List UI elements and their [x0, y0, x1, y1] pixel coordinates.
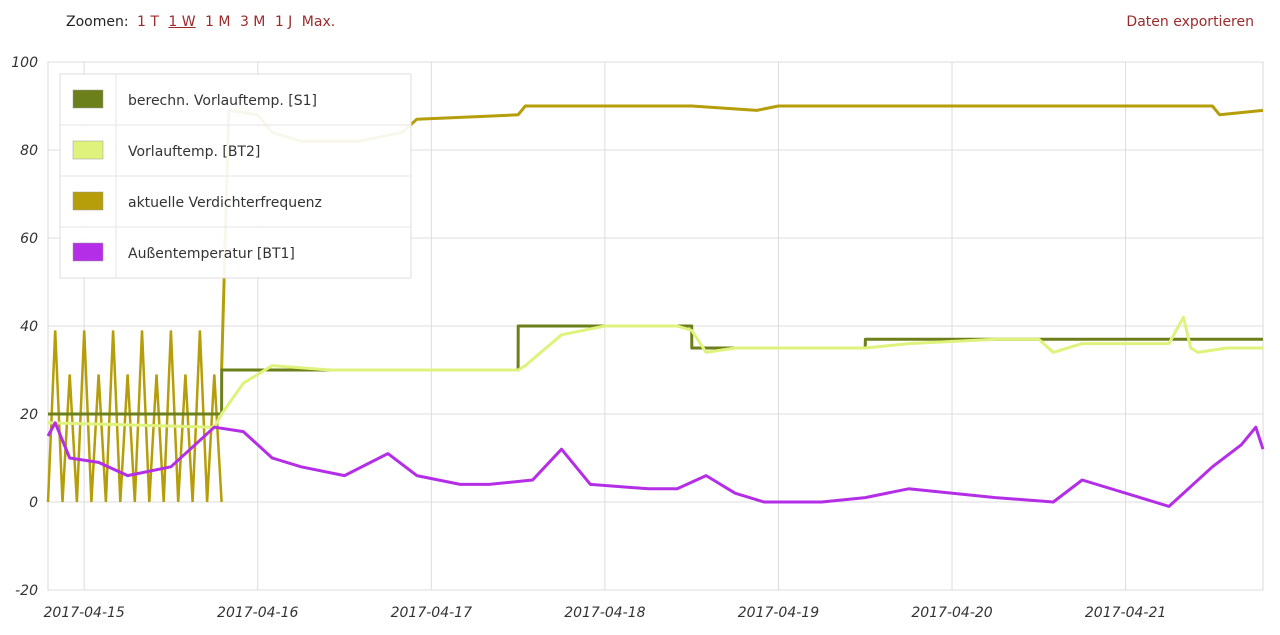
- zoom-option-1w[interactable]: 1 W: [168, 14, 196, 30]
- legend-swatch[interactable]: [72, 191, 104, 211]
- x-tick-label: 2017-04-20: [911, 605, 992, 621]
- zoom-label: Zoomen:: [66, 14, 129, 30]
- legend-item-label[interactable]: Vorlauftemp. [BT2]: [128, 144, 260, 160]
- zoom-option-3m[interactable]: 3 M: [239, 14, 266, 30]
- chart-toolbar: Zoomen: 1 T 1 W 1 M 3 M 1 J Max. Daten e…: [0, 14, 1280, 38]
- x-axis: 2017-04-15 2017-04-16 2017-04-17 2017-04-18…: [43, 605, 1166, 621]
- y-tick-label: 40: [20, 319, 38, 335]
- legend-item-label[interactable]: berechn. Vorlauftemp. [S1]: [128, 93, 317, 109]
- legend-swatch[interactable]: [72, 140, 104, 160]
- legend-item-label[interactable]: aktuelle Verdichterfrequenz: [128, 195, 322, 211]
- export-data-link[interactable]: Daten exportieren: [1126, 14, 1254, 30]
- legend: berechn. Vorlauftemp. [S1] Vorlauftemp. […: [59, 73, 412, 279]
- y-tick-label: -20: [15, 583, 38, 599]
- legend-item-label[interactable]: Außentemperatur [BT1]: [128, 246, 295, 262]
- series-line-compressor-cycling: [46, 330, 223, 503]
- x-tick-label: 2017-04-17: [391, 605, 472, 621]
- x-tick-label: 2017-04-18: [564, 605, 645, 621]
- zoom-option-1j[interactable]: 1 J: [274, 14, 293, 30]
- y-axis: -20 0 20 40 60 80 100: [11, 55, 38, 599]
- legend-swatch[interactable]: [72, 242, 104, 262]
- series-layer: [46, 104, 1265, 508]
- x-tick-label: 2017-04-19: [738, 605, 819, 621]
- y-tick-label: 80: [20, 143, 38, 159]
- legend-swatch[interactable]: [72, 89, 104, 109]
- series-line-outdoor-temp: [46, 421, 1265, 508]
- series-line-flow-temp: [47, 315, 1263, 429]
- zoom-option-1m[interactable]: 1 M: [205, 14, 231, 30]
- zoom-option-1t[interactable]: 1 T: [137, 14, 159, 30]
- y-tick-label: 0: [29, 495, 38, 511]
- x-tick-label: 2017-04-15: [43, 605, 124, 621]
- x-tick-label: 2017-04-16: [217, 605, 298, 621]
- y-tick-label: 20: [20, 407, 38, 423]
- y-tick-label: 100: [11, 55, 38, 71]
- x-tick-label: 2017-04-21: [1085, 605, 1166, 621]
- zoom-selector: Zoomen: 1 T 1 W 1 M 3 M 1 J Max.: [66, 14, 340, 30]
- zoom-option-max[interactable]: Max.: [301, 14, 336, 30]
- y-tick-label: 60: [20, 231, 38, 247]
